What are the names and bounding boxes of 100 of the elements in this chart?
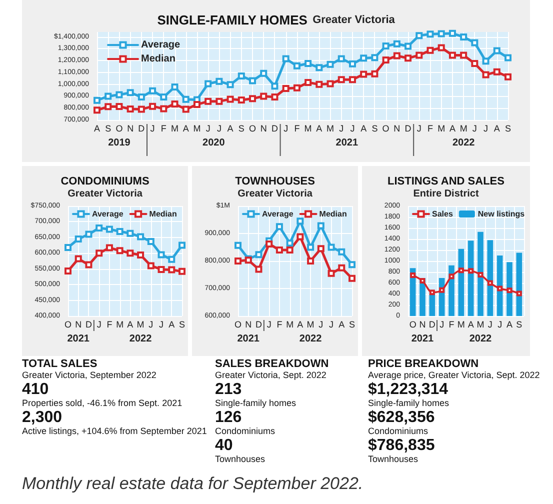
x-tick-label: A (94, 124, 100, 134)
x-tick-label: J (472, 124, 477, 134)
legend-label: New listings (478, 210, 526, 218)
x-tick-label: D (138, 124, 146, 134)
x-tick-label: A (494, 124, 500, 134)
x-tick-label: D (255, 320, 262, 330)
text: 2021 (237, 334, 260, 344)
x-tick-label: M (476, 320, 484, 330)
legend-label: Average (262, 210, 294, 218)
x-tick-label: J (488, 320, 492, 330)
x-tick-label: M (306, 320, 314, 330)
x-tick-label: A (168, 320, 175, 330)
x-tick-label: J (318, 320, 324, 330)
x-tick-label: J (150, 124, 155, 134)
x-tick-label: O (249, 124, 256, 134)
text: Single-family homes (368, 398, 450, 408)
x-tick-label: S (178, 320, 186, 330)
x-tick-label: J (206, 124, 210, 134)
x-tick-label: S (238, 124, 244, 134)
text: Properties sold, -46.1% from Sept. 2021 (22, 398, 184, 408)
x-tick-label: A (338, 320, 345, 330)
x-tick-label: O (409, 320, 416, 330)
x-tick-label: J (266, 320, 272, 330)
text: 213 (215, 381, 243, 398)
x-tick-label: S (105, 124, 112, 134)
text: 2022 (299, 334, 322, 344)
x-tick-label: O (64, 320, 72, 330)
legend-label: Average (92, 210, 124, 218)
text: $628,356 (368, 409, 436, 426)
text: $786,835 (368, 437, 436, 454)
x-tick-label: J (329, 320, 334, 330)
x-tick-label: F (276, 320, 283, 330)
x-tick-label: F (294, 124, 300, 134)
x-tick-label: F (106, 320, 113, 330)
x-tick-label: S (372, 124, 378, 134)
text: 410 (22, 381, 50, 398)
x-tick-label: A (297, 320, 304, 330)
x-tick-label: M (171, 124, 179, 134)
x-tick-label: S (504, 124, 512, 134)
x-tick-label: J (159, 320, 164, 330)
text: Greater Victoria, Sept. 2022 (215, 370, 328, 380)
text: 2021 (67, 334, 90, 344)
x-tick-label: A (127, 320, 134, 330)
legend-label: Median (141, 54, 176, 64)
x-tick-label: M (116, 320, 124, 330)
x-tick-label: S (348, 320, 356, 330)
x-tick-label: J (148, 320, 154, 330)
x-tick-label: M (457, 320, 465, 330)
x-tick-label: O (234, 320, 242, 330)
text: PRICE BREAKDOWN (368, 358, 480, 370)
x-tick-label: A (316, 124, 322, 134)
chart-title: TOWNHOUSES (235, 176, 315, 188)
x-tick-label: F (160, 124, 167, 134)
text: 2022 (469, 334, 492, 344)
x-tick-label: M (438, 124, 446, 134)
x-tick-label: A (468, 320, 474, 330)
x-tick-label: M (136, 320, 144, 330)
x-tick-label: D (404, 124, 412, 134)
text: 2019 (108, 138, 131, 148)
x-tick-label: J (416, 124, 422, 134)
text: Townhouses (215, 454, 266, 464)
x-tick-label: A (360, 124, 367, 134)
chart-title: LISTINGS AND SALES (388, 176, 504, 188)
x-tick-label: M (193, 124, 201, 134)
text: Active listings, +104.6% from September 2021 (22, 426, 208, 436)
x-tick-label: D (428, 320, 436, 330)
text: Greater Victoria, September 2022 (22, 370, 158, 380)
text: Condominiums (215, 426, 276, 436)
x-tick-label: D (85, 320, 92, 330)
text: 2021 (336, 138, 358, 148)
x-tick-label: N (245, 320, 252, 330)
x-tick-label: M (326, 124, 334, 134)
x-tick-label: J (339, 124, 344, 134)
x-tick-label: N (127, 124, 134, 134)
text: $1,223,314 (368, 381, 450, 398)
x-tick-label: J (284, 124, 288, 134)
x-tick-label: O (382, 124, 390, 134)
text: 2021 (411, 334, 434, 344)
x-tick-label: J (484, 124, 488, 134)
x-tick-label: N (394, 124, 400, 134)
text: 2022 (129, 334, 152, 344)
chart-subtitle: Entire District (413, 188, 480, 200)
legend-label: Average (141, 40, 181, 50)
text: 2020 (202, 138, 226, 148)
x-tick-label: A (449, 124, 456, 134)
chart-subtitle: Greater Victoria (68, 188, 143, 200)
x-tick-label: J (216, 124, 222, 134)
legend-label: Median (319, 210, 347, 218)
x-tick-label: A (227, 124, 234, 134)
x-tick-label: M (460, 124, 468, 134)
x-tick-label: F (448, 320, 455, 330)
text: Townhouses (368, 454, 420, 464)
text: Single-family homes (215, 398, 298, 408)
x-tick-label: D (271, 124, 278, 134)
text: Monthly real estate data for September 2022. (22, 474, 364, 494)
x-tick-label: O (116, 124, 123, 134)
chart-subtitle: Greater Victoria (312, 14, 396, 26)
text: 2,300 (22, 409, 64, 426)
chart-title: CONDOMINIUMS (60, 176, 150, 188)
x-tick-label: J (498, 320, 502, 330)
